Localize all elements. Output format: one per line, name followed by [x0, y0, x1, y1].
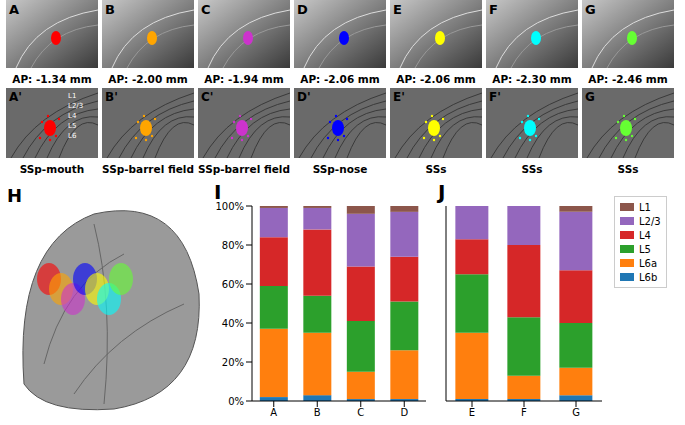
- html-text:SSs: SSs: [521, 163, 543, 175]
- html-text:L6b: L6b: [639, 271, 658, 283]
- svg-text:B: B: [314, 407, 321, 418]
- svg-text:0%: 0%: [228, 396, 244, 407]
- html-text:AP: -2.46 mm: AP: -2.46 mm: [588, 73, 668, 85]
- html-text:J: J: [438, 180, 446, 204]
- svg-text:L4: L4: [68, 112, 77, 120]
- svg-text:E': E': [393, 90, 405, 104]
- svg-text:L1: L1: [68, 92, 76, 100]
- svg-text:G: G: [585, 90, 595, 104]
- svg-text:D: D: [400, 407, 408, 418]
- html-text:SSs: SSs: [425, 163, 447, 175]
- svg-text:G: G: [572, 407, 580, 418]
- html-text:L6a: L6a: [639, 257, 658, 269]
- svg-text:F': F': [489, 90, 501, 104]
- html-text:SSp-barrel field: SSp-barrel field: [198, 163, 290, 175]
- svg-text:B: B: [105, 2, 115, 17]
- html-text:AP: -1.94 mm: AP: -1.94 mm: [204, 73, 284, 85]
- html-text:SSs: SSs: [617, 163, 639, 175]
- svg-text:L5: L5: [68, 122, 76, 130]
- svg-text:60%: 60%: [222, 279, 244, 290]
- html-text:L5: L5: [639, 243, 651, 255]
- svg-text:G: G: [585, 2, 596, 17]
- html-text:AP: -2.30 mm: AP: -2.30 mm: [492, 73, 572, 85]
- svg-text:80%: 80%: [222, 240, 244, 251]
- svg-text:E: E: [469, 407, 475, 418]
- html-text:AP: -2.06 mm: AP: -2.06 mm: [396, 73, 476, 85]
- svg-text:A': A': [9, 90, 22, 104]
- svg-text:C': C': [201, 90, 213, 104]
- html-text:L1: L1: [639, 201, 651, 213]
- svg-text:F: F: [521, 407, 527, 418]
- svg-text:20%: 20%: [222, 357, 244, 368]
- svg-text:C: C: [201, 2, 211, 17]
- html-text:AP: -2.00 mm: AP: -2.00 mm: [108, 73, 188, 85]
- html-text:SSp-nose: SSp-nose: [312, 163, 368, 175]
- svg-text:100%: 100%: [215, 201, 244, 212]
- svg-text:L2/3: L2/3: [68, 102, 83, 110]
- svg-text:40%: 40%: [222, 318, 244, 329]
- svg-text:D: D: [297, 2, 308, 17]
- svg-text:A: A: [270, 407, 277, 418]
- html-text:L2/3: L2/3: [639, 215, 661, 227]
- svg-text:A: A: [9, 2, 19, 17]
- svg-text:D': D': [297, 90, 311, 104]
- html-text:L4: L4: [639, 229, 651, 241]
- svg-text:L6: L6: [68, 132, 77, 140]
- html-text:SSp-barrel field: SSp-barrel field: [102, 163, 194, 175]
- svg-text:B': B': [105, 90, 118, 104]
- svg-text:E: E: [393, 2, 402, 17]
- html-text:AP: -1.34 mm: AP: -1.34 mm: [12, 73, 92, 85]
- html-text:I: I: [214, 180, 222, 204]
- svg-text:H: H: [8, 185, 22, 206]
- svg-text:C: C: [357, 407, 364, 418]
- html-text:AP: -2.06 mm: AP: -2.06 mm: [300, 73, 380, 85]
- html-text:SSp-mouth: SSp-mouth: [19, 163, 85, 175]
- svg-text:F: F: [489, 2, 498, 17]
